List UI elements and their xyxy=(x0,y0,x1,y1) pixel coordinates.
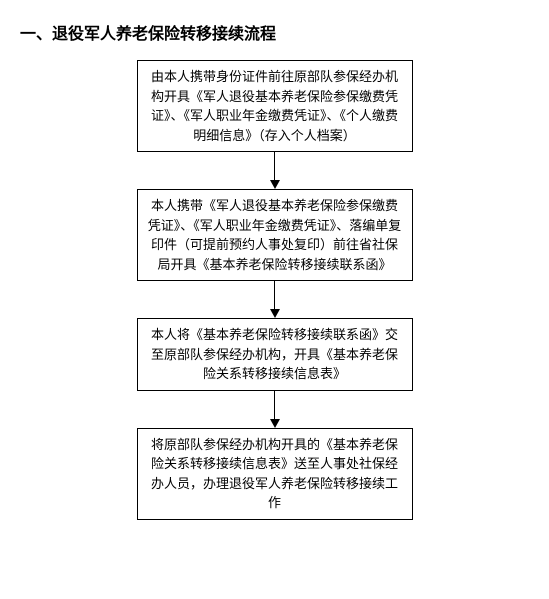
page-container: 一、退役军人养老保险转移接续流程 由本人携带身份证件前往原部队参保经办机构开具《… xyxy=(0,0,549,599)
arrow-head-icon xyxy=(270,180,280,189)
flow-node: 本人携带《军人退役基本养老保险参保缴费凭证》、《军人职业年金缴费凭证》、落编单复… xyxy=(137,189,413,281)
arrow-shaft xyxy=(274,281,275,309)
flow-node: 将原部队参保经办机构开具的《基本养老保险关系转移接续信息表》送至人事处社保经办人… xyxy=(137,428,413,520)
flow-node-text: 将原部队参保经办机构开具的《基本养老保险关系转移接续信息表》送至人事处社保经办人… xyxy=(148,435,402,513)
arrow-head-icon xyxy=(270,419,280,428)
flow-arrow xyxy=(270,391,280,428)
page-title: 一、退役军人养老保险转移接续流程 xyxy=(20,24,529,46)
flow-arrow xyxy=(270,152,280,189)
flowchart: 由本人携带身份证件前往原部队参保经办机构开具《军人退役基本养老保险参保缴费凭证》… xyxy=(20,60,529,520)
flow-arrow xyxy=(270,281,280,318)
arrow-shaft xyxy=(274,152,275,180)
flow-node-text: 本人将《基本养老保险转移接续联系函》交至原部队参保经办机构，开具《基本养老保险关… xyxy=(148,325,402,384)
arrow-head-icon xyxy=(270,309,280,318)
arrow-shaft xyxy=(274,391,275,419)
flow-node-text: 本人携带《军人退役基本养老保险参保缴费凭证》、《军人职业年金缴费凭证》、落编单复… xyxy=(148,196,402,274)
flow-node: 本人将《基本养老保险转移接续联系函》交至原部队参保经办机构，开具《基本养老保险关… xyxy=(137,318,413,391)
flow-node: 由本人携带身份证件前往原部队参保经办机构开具《军人退役基本养老保险参保缴费凭证》… xyxy=(137,60,413,152)
flow-node-text: 由本人携带身份证件前往原部队参保经办机构开具《军人退役基本养老保险参保缴费凭证》… xyxy=(148,67,402,145)
